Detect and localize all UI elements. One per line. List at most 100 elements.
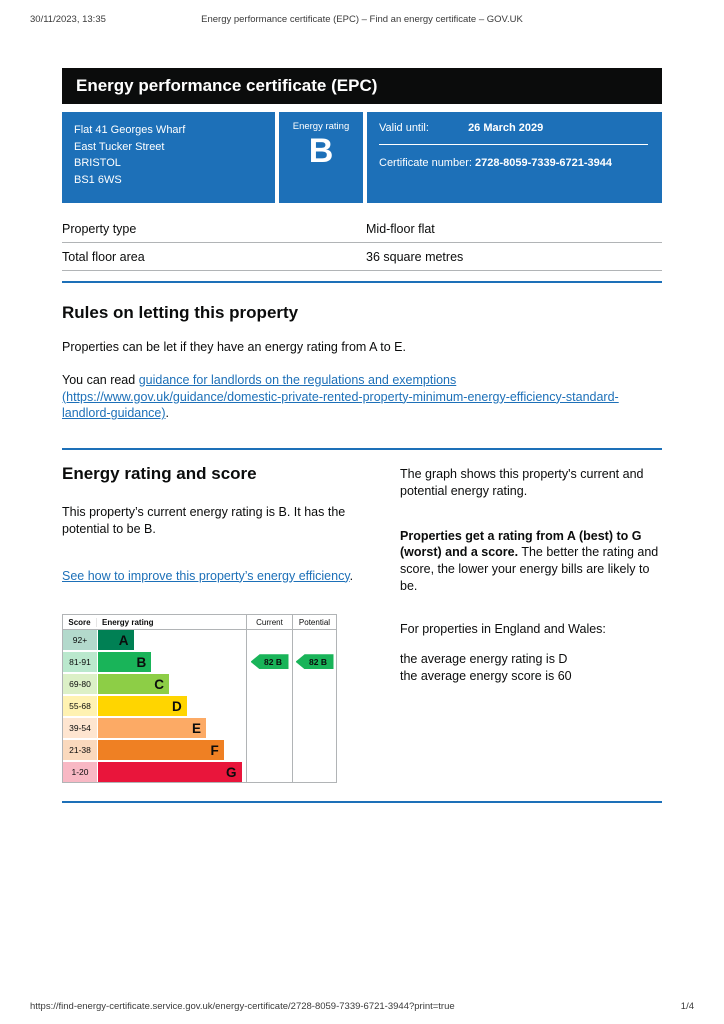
epc-banner: Energy performance certificate (EPC) xyxy=(62,68,662,104)
epc-bar-area: B xyxy=(98,652,246,673)
epc-band-score: 21-38 xyxy=(63,740,97,761)
potential-rating-value: 82 B xyxy=(309,656,327,667)
average-score-line: the average energy score is 60 xyxy=(400,669,572,683)
epc-band-letter: E xyxy=(192,720,202,736)
valid-until-row: Valid until: 26 March 2029 xyxy=(379,122,650,134)
section-divider xyxy=(62,281,662,283)
epc-potential-column: Potential 82 B xyxy=(292,615,336,783)
section-divider xyxy=(62,448,662,450)
valid-until-label: Valid until: xyxy=(379,122,429,134)
validity-divider xyxy=(379,144,648,145)
graph-description: The graph shows this property's current … xyxy=(400,467,644,498)
summary-panel: Flat 41 Georges Wharf East Tucker Street… xyxy=(62,112,662,203)
epc-band-letter: F xyxy=(210,742,219,758)
potential-rating-marker: 82 B xyxy=(295,654,334,670)
address-line: BS1 6WS xyxy=(74,173,122,186)
landlord-guidance-link[interactable]: guidance for landlords on the regulation… xyxy=(62,372,619,421)
rating-explanation-bold: Properties get a rating from A (best) to… xyxy=(400,528,642,560)
epc-potential-column-body: 82 B xyxy=(293,630,336,782)
valid-until-date: 26 March 2029 xyxy=(468,122,544,134)
epc-band-bar: F xyxy=(98,740,224,761)
row-value: 36 square metres xyxy=(366,250,464,264)
certificate-content: Energy performance certificate (EPC) Fla… xyxy=(62,68,662,804)
energy-rating-letter: B xyxy=(308,132,334,170)
epc-current-column-body: 82 B xyxy=(247,630,292,782)
property-address: Flat 41 Georges Wharf East Tucker Street… xyxy=(62,112,275,203)
letting-rules-paragraph: Properties can be let if they have an en… xyxy=(62,340,406,354)
epc-band-score: 81-91 xyxy=(63,652,97,673)
row-label: Total floor area xyxy=(62,250,145,264)
validity-box: Valid until: 26 March 2029 Certificate n… xyxy=(367,112,662,203)
epc-band-letter: D xyxy=(172,698,182,714)
epc-band-row: 1-20 G xyxy=(63,762,246,783)
current-rating-marker: 82 B xyxy=(250,654,289,670)
rating-section-right: The graph shows this property's current … xyxy=(400,464,662,783)
average-intro: For properties in England and Wales: xyxy=(400,621,606,636)
certificate-number-value: 2728-8059-7339-6721-3944 xyxy=(475,157,613,169)
improve-suffix: . xyxy=(349,568,354,583)
footer-url: https://find-energy-certificate.service.… xyxy=(30,1001,455,1012)
epc-band-letter: A xyxy=(118,632,129,648)
print-datetime: 30/11/2023, 13:35 xyxy=(30,14,106,25)
epc-band-bar: A xyxy=(98,630,134,651)
rating-section: Energy rating and score This property’s … xyxy=(62,464,662,784)
address-line: East Tucker Street xyxy=(74,140,165,153)
address-line: BRISTOL xyxy=(74,157,121,169)
energy-rating-box: Energy rating B xyxy=(279,112,363,203)
epc-bar-area: F xyxy=(98,740,246,761)
epc-current-column: Current 82 B xyxy=(246,615,292,783)
letting-guidance-paragraph: You can read guidance for landlords on t… xyxy=(62,372,662,422)
epc-band-score: 69-80 xyxy=(63,674,97,695)
epc-band-row: 92+ A xyxy=(63,630,246,651)
energy-rating-label: Energy rating xyxy=(292,121,350,132)
epc-bands-area: Score Energy rating 92+ A 81-91 B 69-8 xyxy=(63,615,246,783)
epc-band-score: 55-68 xyxy=(63,696,97,717)
section-divider xyxy=(62,801,662,804)
address-line: Flat 41 Georges Wharf xyxy=(74,124,186,136)
property-details-table: Property type Mid-floor flat Total floor… xyxy=(62,215,662,271)
epc-band-row: 81-91 B xyxy=(63,652,246,673)
epc-banner-title: Energy performance certificate (EPC) xyxy=(76,76,378,95)
table-row: Property type Mid-floor flat xyxy=(62,215,662,243)
current-rating-value: 82 B xyxy=(264,656,282,667)
rating-section-left: Energy rating and score This property’s … xyxy=(62,464,362,784)
chart-header-rating: Energy rating xyxy=(102,617,154,627)
epc-bar-area: G xyxy=(98,762,246,783)
epc-bar-area: D xyxy=(98,696,246,717)
current-rating-paragraph: This property’s current energy rating is… xyxy=(62,505,346,536)
epc-bar-area: E xyxy=(98,718,246,739)
print-footer: https://find-energy-certificate.service.… xyxy=(30,1001,694,1012)
epc-chart-header: Score Energy rating xyxy=(63,615,246,631)
certificate-number-label: Certificate number: xyxy=(379,157,472,169)
rating-explanation: Properties get a rating from A (best) to… xyxy=(400,528,662,595)
epc-bar-area: A xyxy=(98,630,246,651)
epc-band-bar: D xyxy=(98,696,187,717)
improve-efficiency-link[interactable]: See how to improve this property’s energ… xyxy=(62,568,350,583)
epc-bar-area: C xyxy=(98,674,246,695)
letting-rules-heading: Rules on letting this property xyxy=(62,303,299,322)
chart-header-potential: Potential xyxy=(293,615,336,631)
epc-band-row: 21-38 F xyxy=(63,740,246,761)
certificate-number-row: Certificate number: 2728-8059-7339-6721-… xyxy=(379,157,650,169)
table-row: Total floor area 36 square metres xyxy=(62,243,662,271)
epc-band-bar: B xyxy=(98,652,152,673)
epc-band-score: 92+ xyxy=(63,630,97,651)
epc-band-bar: G xyxy=(98,762,242,783)
epc-band-row: 39-54 E xyxy=(63,718,246,739)
row-label: Property type xyxy=(62,222,137,236)
print-header: 30/11/2023, 13:35 Energy performance cer… xyxy=(0,14,724,28)
average-rating-line: the average energy rating is D xyxy=(400,652,568,667)
row-value: Mid-floor flat xyxy=(366,222,435,236)
epc-band-score: 39-54 xyxy=(63,718,97,739)
epc-band-row: 55-68 D xyxy=(63,696,246,717)
epc-band-row: 69-80 C xyxy=(63,674,246,695)
epc-chart: Score Energy rating 92+ A 81-91 B 69-8 xyxy=(62,614,337,784)
guidance-text-prefix: You can read xyxy=(62,372,139,387)
chart-header-current: Current xyxy=(247,615,292,631)
footer-page-number: 1/4 xyxy=(680,1001,694,1012)
guidance-text-suffix: . xyxy=(165,406,170,421)
rating-score-heading: Energy rating and score xyxy=(62,464,257,483)
epc-band-score: 1-20 xyxy=(63,762,97,783)
epc-band-letter: C xyxy=(154,676,165,692)
